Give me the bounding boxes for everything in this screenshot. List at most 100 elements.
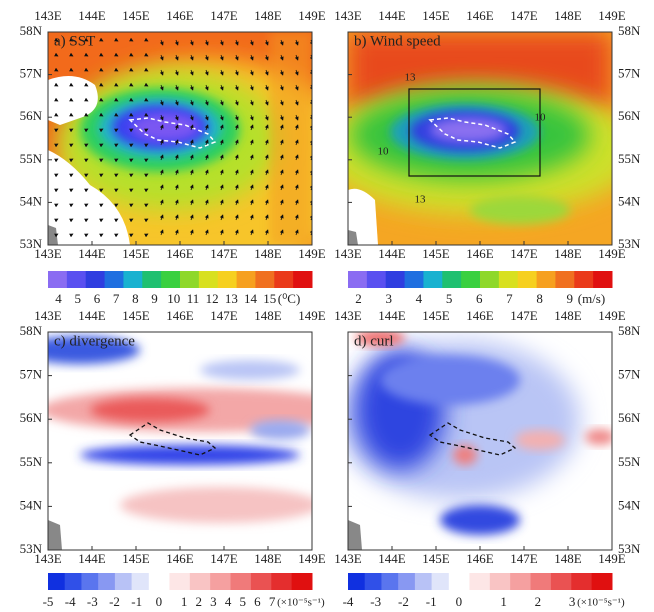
colorbar-swatch bbox=[255, 271, 274, 288]
colorbar-swatch bbox=[67, 271, 86, 288]
y-label: 57N bbox=[20, 66, 43, 81]
x-label-top: 147E bbox=[210, 8, 238, 23]
colorbar-label: -2 bbox=[109, 594, 120, 609]
colorbar-label: 5 bbox=[446, 291, 453, 306]
colorbar-swatch bbox=[123, 271, 142, 288]
colorbar-swatch bbox=[48, 271, 67, 288]
x-label-bottom: 147E bbox=[210, 246, 238, 261]
x-label-top: 145E bbox=[422, 308, 450, 323]
colorbar-swatch bbox=[461, 271, 480, 288]
x-label-top: 145E bbox=[122, 8, 150, 23]
y-label: 58N bbox=[618, 323, 641, 338]
x-label-top: 144E bbox=[78, 308, 106, 323]
wind-field bbox=[320, 32, 640, 245]
colorbar-swatch bbox=[348, 573, 365, 590]
y-label: 56N bbox=[20, 410, 43, 425]
x-label-bottom: 147E bbox=[210, 551, 238, 566]
colorbar-label: 0 bbox=[156, 594, 163, 609]
colorbar-unit: (×10⁻⁵s⁻¹) bbox=[277, 597, 325, 609]
colorbar-label: 7 bbox=[269, 594, 276, 609]
x-label-top: 143E bbox=[34, 8, 62, 23]
x-label-top: 144E bbox=[378, 308, 406, 323]
colorbar-label: 2 bbox=[355, 291, 362, 306]
colorbar-label: 8 bbox=[132, 291, 139, 306]
x-label-top: 148E bbox=[554, 308, 582, 323]
colorbar-label: -3 bbox=[370, 594, 381, 609]
colorbar-swatch bbox=[231, 573, 252, 590]
x-label-top: 149E bbox=[298, 8, 326, 23]
colorbar-label: 2 bbox=[535, 594, 542, 609]
y-label: 53N bbox=[618, 236, 641, 251]
x-label-bottom: 143E bbox=[334, 551, 362, 566]
curl-field bbox=[340, 330, 615, 550]
colorbar-swatch bbox=[405, 271, 424, 288]
figure: a) SST143E143E144E144E145E145E146E146E14… bbox=[0, 0, 654, 612]
y-label: 55N bbox=[20, 454, 43, 469]
x-label-bottom: 147E bbox=[510, 551, 538, 566]
x-label-bottom: 145E bbox=[422, 551, 450, 566]
colorbar-label: 3 bbox=[210, 594, 217, 609]
x-label-bottom: 148E bbox=[554, 551, 582, 566]
colorbar-label: 9 bbox=[567, 291, 574, 306]
colorbar-swatch bbox=[432, 573, 449, 590]
colorbar-swatch bbox=[98, 573, 115, 590]
panel-label: b) Wind speed bbox=[354, 33, 441, 49]
y-label: 55N bbox=[20, 151, 43, 166]
x-label-top: 147E bbox=[510, 8, 538, 23]
colorbar-swatch bbox=[480, 271, 499, 288]
x-label-top: 143E bbox=[334, 8, 362, 23]
divergence-field bbox=[20, 332, 360, 550]
sst-field bbox=[48, 32, 360, 280]
colorbar-label: -5 bbox=[43, 594, 54, 609]
colorbar-unit: (m/s) bbox=[578, 291, 605, 306]
x-label-bottom: 149E bbox=[298, 551, 326, 566]
colorbar-label: 4 bbox=[416, 291, 423, 306]
colorbar-unit: (×10⁻⁵s⁻¹) bbox=[577, 597, 625, 609]
x-label-top: 144E bbox=[78, 8, 106, 23]
colorbar-swatch bbox=[293, 271, 312, 288]
colorbar-swatch bbox=[415, 573, 432, 590]
colorbar-swatch bbox=[442, 271, 461, 288]
x-label-bottom: 145E bbox=[122, 246, 150, 261]
x-label-bottom: 149E bbox=[298, 246, 326, 261]
y-label: 53N bbox=[20, 236, 43, 251]
colorbar-swatch bbox=[348, 271, 367, 288]
colorbar-swatch bbox=[381, 573, 398, 590]
colorbar-label: 0 bbox=[456, 594, 463, 609]
colorbar-swatch bbox=[490, 573, 511, 590]
y-label: 56N bbox=[618, 410, 641, 425]
colorbar-swatch bbox=[105, 271, 124, 288]
x-label-bottom: 146E bbox=[166, 551, 194, 566]
colorbar-label: 2 bbox=[196, 594, 203, 609]
y-label: 54N bbox=[20, 497, 43, 512]
colorbar-swatch bbox=[398, 573, 415, 590]
colorbar-label: 7 bbox=[506, 291, 513, 306]
contour-label: 10 bbox=[535, 112, 547, 124]
colorbar-label: 1 bbox=[500, 594, 507, 609]
y-label: 57N bbox=[618, 66, 641, 81]
y-label: 57N bbox=[618, 367, 641, 382]
x-label-bottom: 143E bbox=[334, 246, 362, 261]
contour-label: 13 bbox=[415, 194, 427, 206]
contour-label: 13 bbox=[405, 72, 417, 84]
x-label-top: 146E bbox=[466, 8, 494, 23]
colorbar-label: 1 bbox=[181, 594, 188, 609]
x-label-bottom: 144E bbox=[378, 551, 406, 566]
colorbar-swatch bbox=[251, 573, 272, 590]
colorbar-swatch bbox=[469, 573, 490, 590]
colorbar-swatch bbox=[574, 271, 593, 288]
y-label: 53N bbox=[20, 541, 43, 556]
colorbar-label: 15 bbox=[263, 291, 276, 306]
x-label-bottom: 145E bbox=[422, 246, 450, 261]
colorbar-swatch bbox=[571, 573, 592, 590]
colorbar-label: 8 bbox=[536, 291, 543, 306]
colorbar-label: 4 bbox=[225, 594, 232, 609]
colorbar-swatch bbox=[132, 573, 149, 590]
colorbar-label: -2 bbox=[398, 594, 409, 609]
colorbar-label: -3 bbox=[87, 594, 98, 609]
colorbar-swatch bbox=[367, 271, 386, 288]
colorbar-swatch bbox=[65, 573, 82, 590]
x-label-top: 146E bbox=[466, 308, 494, 323]
x-label-bottom: 146E bbox=[466, 246, 494, 261]
colorbar-swatch bbox=[386, 271, 405, 288]
